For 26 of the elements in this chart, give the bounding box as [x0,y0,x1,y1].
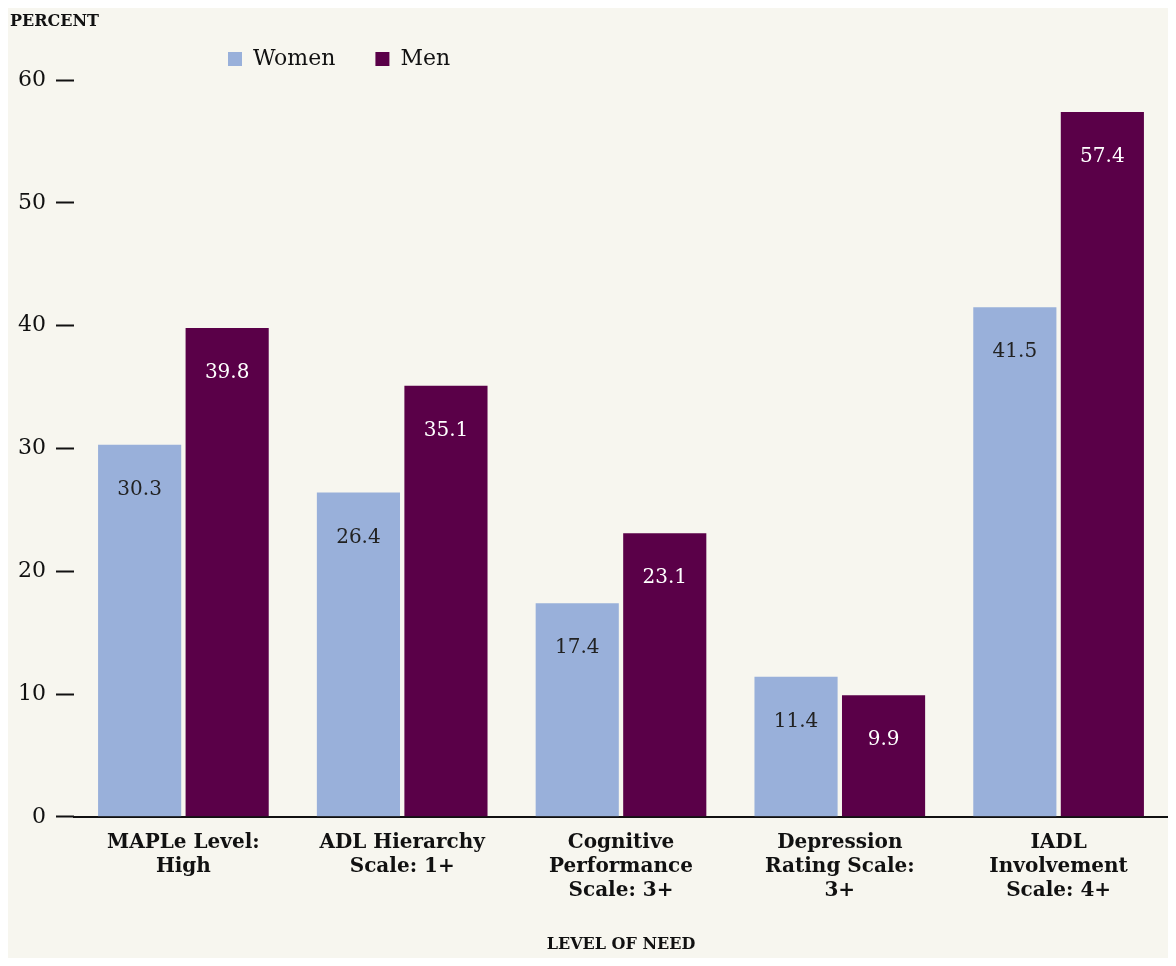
legend-label: Men [400,44,451,70]
y-tick-label: 30 [17,434,46,460]
x-tick-label: ADL Hierarchy Scale: 1+ [318,829,487,877]
y-tick-label: 20 [17,556,46,582]
y-tick-label: 50 [17,188,46,214]
legend-label: Women [253,44,336,70]
data-label: 39.8 [204,359,250,384]
y-axis-title: PERCENT [10,11,100,31]
x-tick-label: Depression Rating Scale: 3+ [764,829,915,901]
x-tick-label: IADL Involvement Scale: 4+ [989,829,1129,901]
data-label: 30.3 [117,475,162,500]
y-tick-label: 10 [17,679,46,705]
y-tick-label: 60 [17,65,46,91]
x-axis-title: LEVEL OF NEED [546,933,696,953]
data-label: 11.4 [773,708,819,733]
x-tick-label: Cognitive Performance Scale: 3+ [549,829,693,901]
data-label: 41.5 [992,338,1038,363]
data-label: 17.4 [554,634,600,659]
x-tick-label: MAPLe Level: High [107,829,260,877]
y-tick-label: 40 [17,311,46,337]
y-tick-label: 0 [31,802,46,828]
data-label: 35.1 [423,416,469,441]
data-label: 23.1 [642,564,688,589]
data-label: 57.4 [1080,143,1125,168]
data-label: 26.4 [336,523,381,548]
data-label: 9.9 [867,726,900,751]
